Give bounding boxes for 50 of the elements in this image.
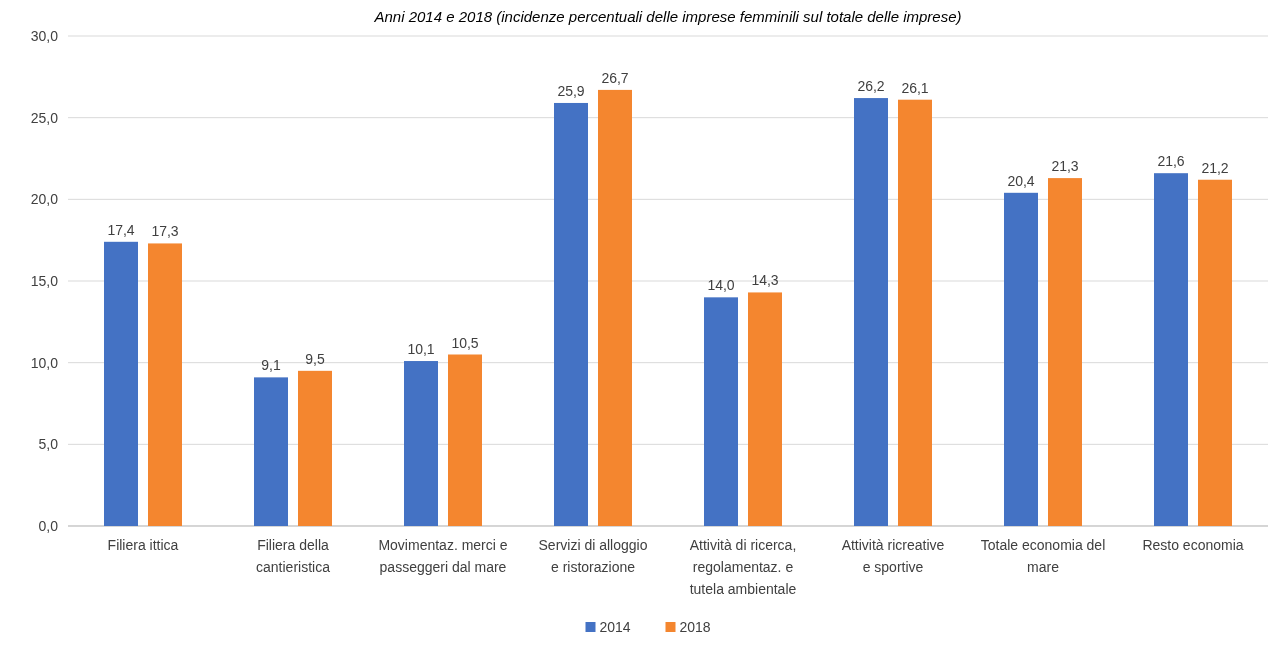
legend-label: 2014 — [599, 619, 631, 635]
x-tick-label: Movimentaz. merci e passeggeri dal mare — [378, 537, 508, 575]
x-tick-label: Resto economia — [1142, 537, 1244, 553]
data-label: 26,7 — [601, 69, 629, 86]
bar — [1048, 178, 1082, 526]
data-label: 25,9 — [557, 82, 585, 99]
y-tick-label: 10,0 — [30, 354, 59, 371]
data-label: 14,3 — [751, 272, 779, 289]
bar — [704, 297, 738, 526]
data-label: 20,4 — [1007, 172, 1035, 189]
y-tick-label: 15,0 — [30, 273, 59, 289]
bar — [104, 241, 138, 526]
bar — [254, 377, 288, 526]
chart-title: Anni 2014 e 2018 (incidenze percentuali delle imprese femminili sul totale delle imprese) — [373, 8, 962, 25]
bar — [854, 98, 888, 526]
bar — [404, 361, 438, 526]
x-tick-label: Totale economia del mare — [980, 537, 1106, 575]
bar — [1004, 192, 1038, 526]
x-tick-label: Filiera della cantieristica — [256, 537, 331, 575]
bar — [748, 292, 782, 526]
data-label: 17,4 — [107, 221, 135, 238]
data-label: 9,5 — [305, 350, 325, 367]
data-label: 10,5 — [451, 334, 479, 351]
x-tick-label: Filiera ittica — [107, 537, 179, 553]
data-label: 21,6 — [1157, 153, 1185, 170]
data-label: 14,0 — [707, 277, 735, 294]
data-label: 17,3 — [151, 223, 179, 240]
bar — [898, 99, 932, 526]
legend-label: 2018 — [679, 619, 711, 635]
x-tick-label: Servizi di alloggio e ristorazione — [538, 537, 648, 575]
data-label: 21,3 — [1051, 158, 1079, 175]
y-tick-label: 0,0 — [38, 518, 59, 534]
y-tick-label: 25,0 — [30, 109, 59, 126]
data-label: 10,1 — [407, 341, 435, 358]
data-label: 26,2 — [857, 78, 885, 95]
y-tick-label: 5,0 — [38, 436, 59, 453]
y-tick-label: 30,0 — [30, 28, 59, 44]
bar — [448, 354, 482, 526]
data-label: 21,2 — [1201, 159, 1229, 176]
bar — [1154, 173, 1188, 526]
data-label: 26,1 — [901, 79, 929, 96]
bar — [148, 243, 182, 526]
bar — [298, 370, 332, 526]
y-tick-label: 20,0 — [30, 191, 59, 208]
data-label: 9,1 — [261, 357, 281, 374]
x-tick-label: Attività di ricerca, regolamentaz. e tutela ambientale — [689, 537, 797, 597]
bar — [554, 102, 588, 526]
x-tick-label: Attività ricreative e sportive — [841, 537, 945, 575]
bar — [598, 89, 632, 526]
bar — [1198, 179, 1232, 526]
